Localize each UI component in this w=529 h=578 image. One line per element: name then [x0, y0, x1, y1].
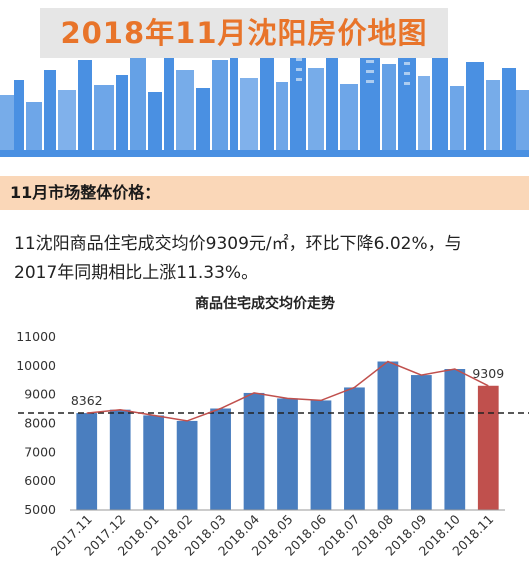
- trend-line: [86, 360, 489, 422]
- y-tick-label: 5000: [24, 502, 56, 517]
- bar-2018.08: [377, 361, 399, 510]
- section-title: 11月市场整体价格：: [10, 183, 161, 202]
- bar-2018.07: [344, 387, 365, 510]
- skyline-banner: [0, 36, 529, 157]
- skyline-illustration: [0, 36, 529, 157]
- bars: [76, 361, 499, 510]
- summary-text: 11沈阳商品住宅成交均价9309元/㎡，环比下降6.02%，与 2017年同期相…: [14, 234, 462, 283]
- bar-2018.01: [143, 415, 165, 510]
- bar-2018.03: [210, 408, 231, 510]
- bar-2018.05: [277, 398, 298, 510]
- price-trend-chart: 商品住宅成交均价走势 5000 6000 7000 8000 9000 10000 1100…: [16, 295, 529, 559]
- y-tick-label: 8000: [24, 416, 56, 431]
- x-axis: 2017.112017.122018.012018.022018.032018.…: [48, 511, 497, 558]
- y-tick-label: 10000: [16, 358, 56, 373]
- y-tick-label: 6000: [24, 473, 56, 488]
- data-label-2018.11: 9309: [472, 366, 504, 381]
- section-header: 11月市场整体价格：: [0, 176, 529, 210]
- y-tick-label: 11000: [16, 329, 56, 344]
- bar-2018.10: [444, 369, 466, 510]
- bar-2018.02: [176, 420, 198, 510]
- bar-2017.12: [109, 409, 131, 510]
- y-tick-label: 7000: [24, 444, 56, 459]
- bar-2018.11: [477, 385, 499, 510]
- bar-2018.04: [243, 392, 265, 510]
- y-tick-label: 9000: [24, 387, 56, 402]
- chart-title: 商品住宅成交均价走势: [195, 295, 335, 312]
- data-label-2017.11: 8362: [71, 393, 103, 408]
- banner-title: 2018年11月沈阳房价地图: [40, 8, 448, 58]
- bar-2018.09: [410, 375, 432, 510]
- bar-2018.06: [310, 400, 332, 510]
- y-axis: 5000 6000 7000 8000 9000 10000 11000: [16, 329, 56, 517]
- bar-2017.11: [76, 413, 98, 510]
- data-labels: 8362 9309: [71, 366, 504, 408]
